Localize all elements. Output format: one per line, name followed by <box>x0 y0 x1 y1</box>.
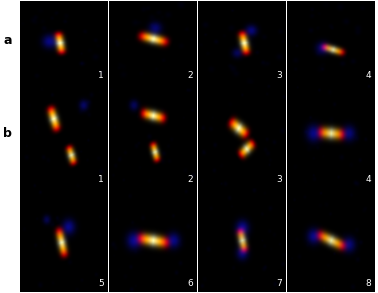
Text: 6: 6 <box>187 280 193 288</box>
Text: 1: 1 <box>98 71 104 80</box>
Text: 1: 1 <box>98 176 104 184</box>
Text: 4: 4 <box>366 71 372 80</box>
Text: a: a <box>3 34 12 47</box>
Text: 2: 2 <box>187 71 193 80</box>
Text: 3: 3 <box>277 176 282 184</box>
Text: 7: 7 <box>277 280 282 288</box>
Text: b: b <box>3 127 12 140</box>
Text: 4: 4 <box>366 176 372 184</box>
Text: 2: 2 <box>187 176 193 184</box>
Text: 5: 5 <box>98 280 104 288</box>
Text: 3: 3 <box>277 71 282 80</box>
Text: 8: 8 <box>366 280 372 288</box>
